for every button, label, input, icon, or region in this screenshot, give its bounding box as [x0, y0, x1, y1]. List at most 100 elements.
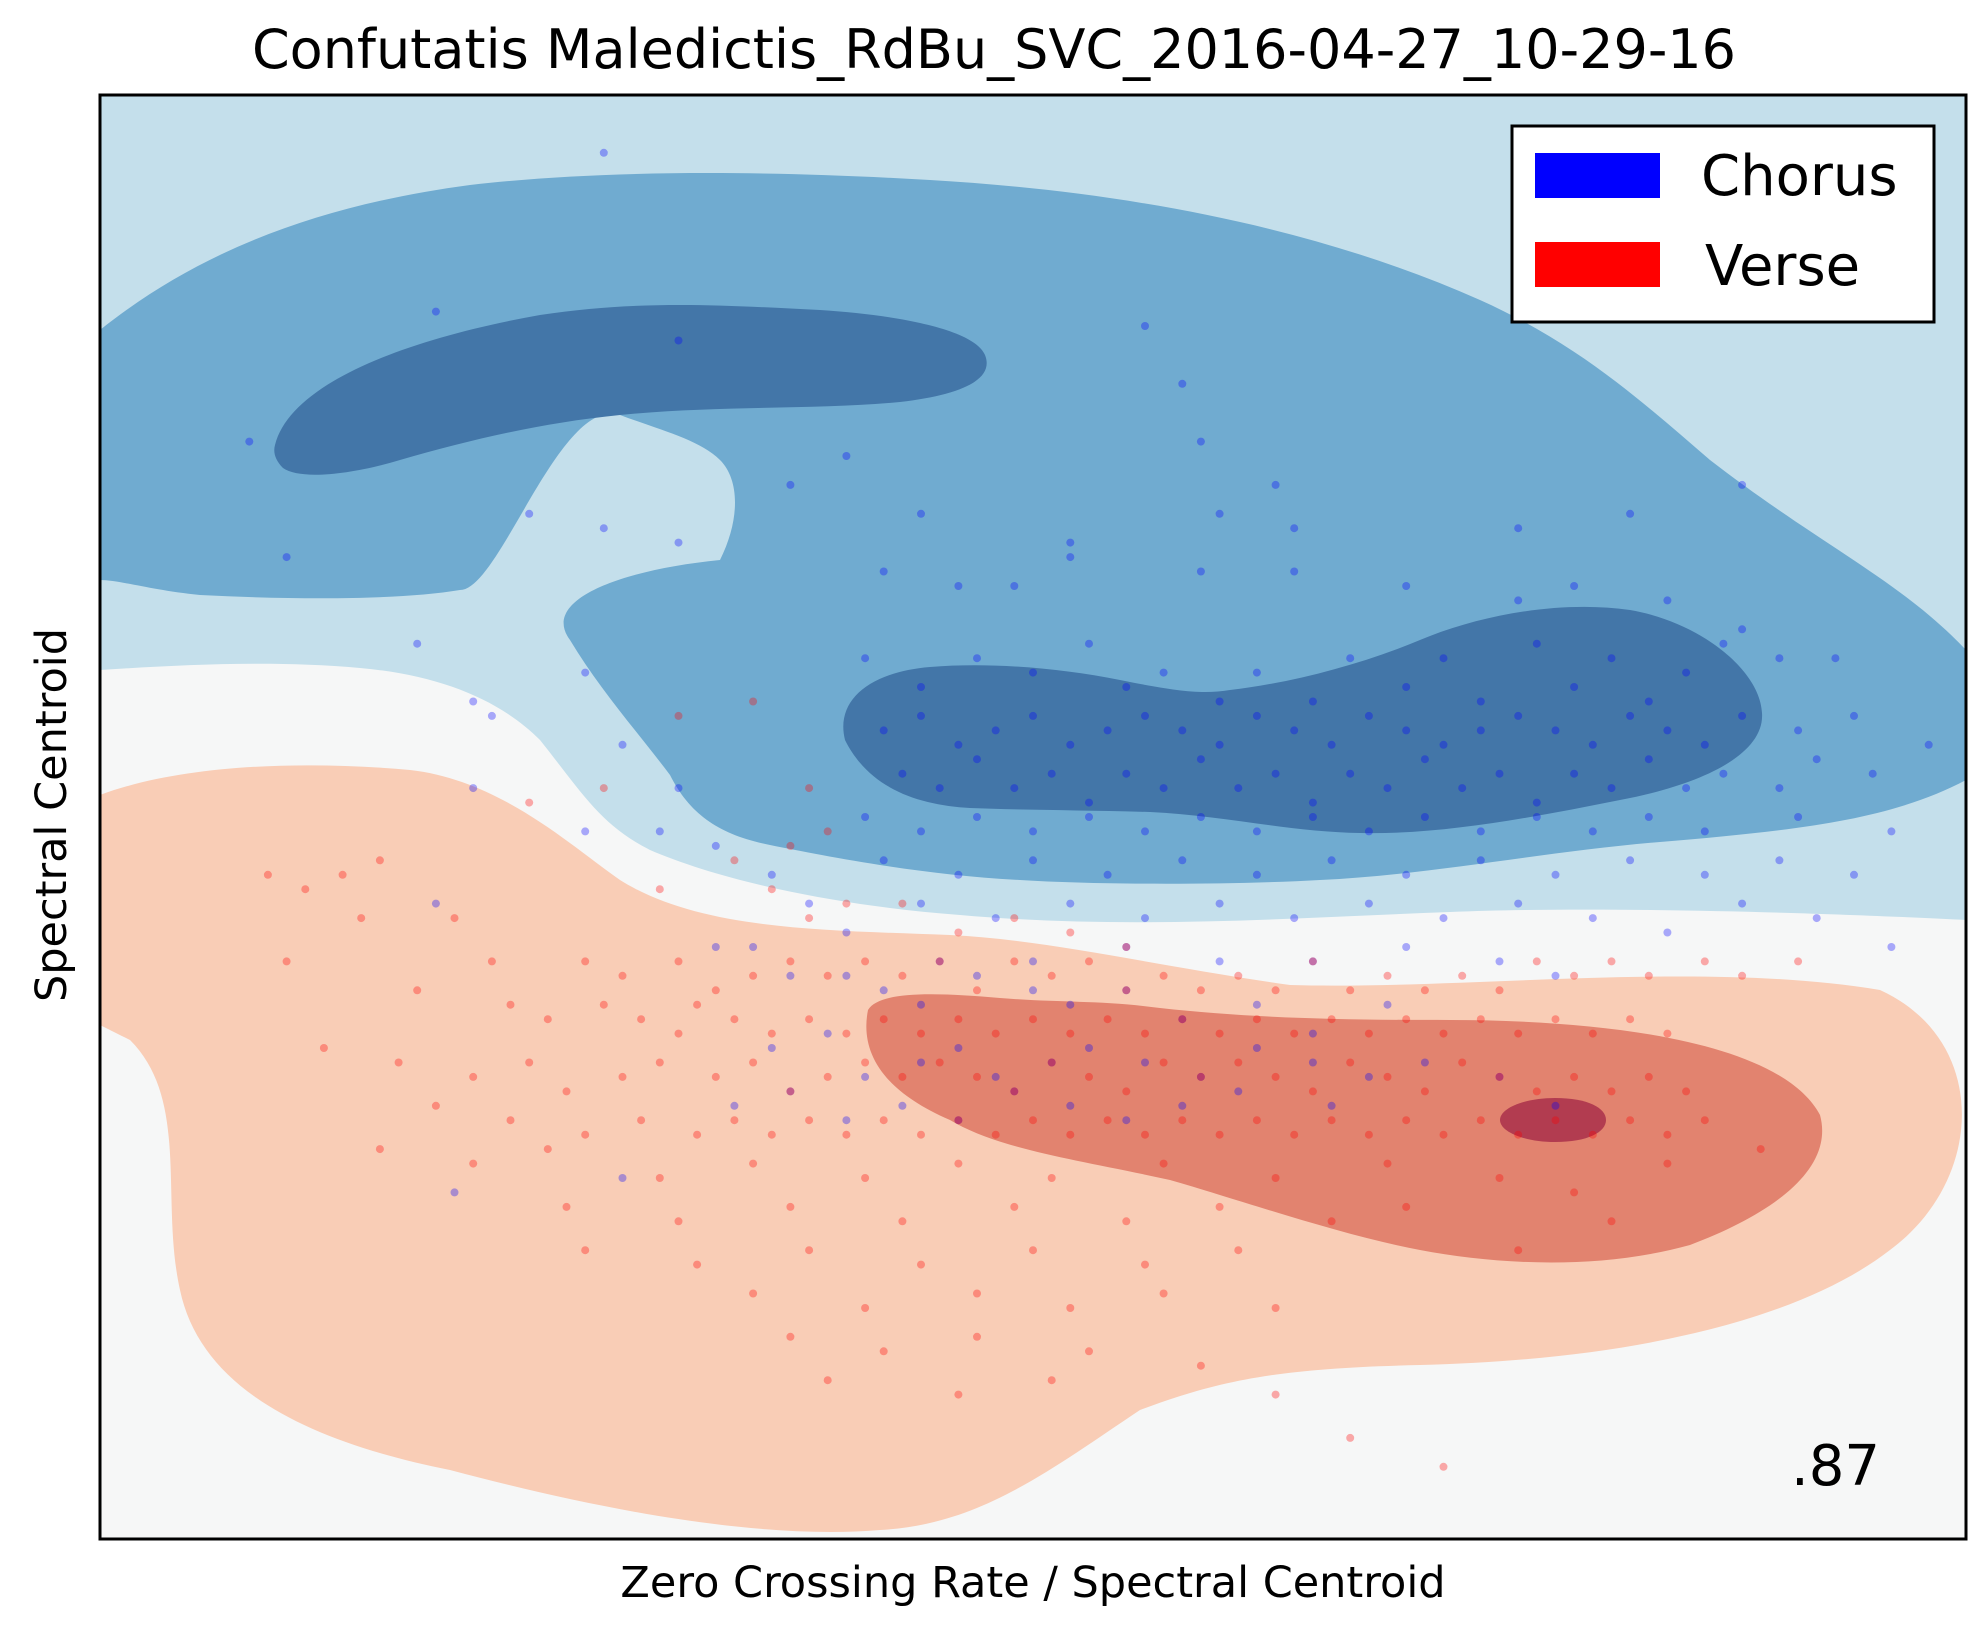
- verse-point: [973, 1289, 981, 1298]
- verse-point: [469, 1072, 478, 1081]
- chorus-point: [1476, 856, 1485, 865]
- chorus-point: [1122, 683, 1131, 691]
- chorus-point: [1738, 480, 1747, 489]
- verse-point: [954, 1015, 963, 1024]
- verse-point: [1141, 1260, 1149, 1269]
- verse-point: [1029, 1246, 1037, 1255]
- verse-point: [1290, 1130, 1299, 1139]
- verse-point: [786, 1202, 795, 1211]
- chorus-point: [599, 148, 608, 157]
- verse-point: [1420, 1087, 1429, 1096]
- verse-point: [599, 1000, 608, 1009]
- chorus-point: [842, 1116, 851, 1125]
- verse-point: [525, 798, 534, 807]
- verse-point: [805, 1246, 814, 1255]
- chorus-point: [1551, 971, 1560, 980]
- chorus-point: [1290, 567, 1299, 576]
- chorus-point: [618, 1174, 627, 1182]
- chorus-point: [1495, 1072, 1504, 1081]
- verse-point: [730, 1116, 739, 1125]
- chorus-point: [861, 1072, 870, 1081]
- verse-point: [581, 957, 590, 966]
- verse-point: [599, 784, 608, 793]
- chorus-point: [861, 654, 870, 663]
- chorus-point: [674, 784, 683, 793]
- chorus-point: [1887, 943, 1896, 951]
- chorus-point: [917, 683, 925, 691]
- chorus-point: [1588, 740, 1597, 749]
- verse-point: [767, 1130, 776, 1139]
- chorus-point: [935, 957, 944, 966]
- verse-point: [693, 1260, 702, 1269]
- verse-point: [581, 1130, 590, 1139]
- chorus-point: [674, 336, 683, 345]
- verse-point: [1420, 986, 1429, 995]
- verse-point: [1383, 1072, 1392, 1081]
- verse-point: [1159, 1289, 1168, 1298]
- chorus-point: [1924, 740, 1933, 749]
- verse-point: [805, 784, 814, 793]
- chorus-point: [1252, 1000, 1261, 1009]
- verse-point: [1682, 1087, 1691, 1096]
- verse-point: [1532, 957, 1541, 966]
- verse-point: [1327, 1015, 1336, 1024]
- chorus-point: [805, 899, 814, 908]
- verse-point: [1514, 1029, 1523, 1038]
- verse-point: [1215, 1029, 1224, 1038]
- chorus-point: [1607, 784, 1616, 793]
- chorus-point: [1626, 856, 1635, 865]
- chorus-point: [1252, 870, 1261, 879]
- verse-point: [954, 1159, 963, 1168]
- verse-point: [1476, 1015, 1485, 1024]
- chorus-point: [711, 943, 720, 951]
- chorus-point: [1159, 668, 1168, 677]
- chorus-point: [1420, 1058, 1429, 1067]
- verse-point: [1588, 1029, 1597, 1038]
- chorus-point: [1066, 553, 1075, 562]
- chorus-point: [1196, 813, 1205, 821]
- verse-point: [1234, 1246, 1243, 1255]
- verse-point: [487, 957, 496, 966]
- chorus-point: [1308, 1029, 1317, 1038]
- chorus-point: [1458, 784, 1467, 793]
- chorus-point: [674, 538, 683, 547]
- chorus-point: [1868, 769, 1877, 778]
- verse-point: [1029, 1116, 1037, 1125]
- verse-point: [1085, 957, 1093, 966]
- legend-swatch-chorus: [1535, 153, 1660, 198]
- chorus-point: [730, 1101, 739, 1110]
- chorus-point: [1122, 986, 1131, 995]
- verse-point: [1290, 1029, 1299, 1038]
- verse-point: [1402, 1015, 1411, 1024]
- chorus-point: [1850, 870, 1858, 879]
- verse-point: [898, 1217, 907, 1226]
- chorus-point: [1812, 914, 1821, 923]
- chorus-point: [973, 971, 981, 980]
- verse-point: [674, 1029, 683, 1038]
- chorus-point: [1252, 711, 1261, 720]
- chorus-point: [1682, 668, 1691, 677]
- verse-point: [711, 1072, 720, 1081]
- chorus-point: [1551, 1101, 1560, 1110]
- verse-point: [1271, 1174, 1280, 1182]
- verse-point: [1122, 1217, 1131, 1226]
- surface-red-core: [1500, 1098, 1606, 1142]
- verse-point: [562, 1202, 571, 1211]
- verse-point: [1551, 1116, 1560, 1125]
- chorus-point: [469, 697, 478, 706]
- verse-point: [823, 1376, 832, 1385]
- chorus-point: [1327, 740, 1336, 749]
- verse-point: [973, 986, 981, 995]
- chorus-point: [1103, 726, 1112, 735]
- verse-point: [1215, 1130, 1224, 1139]
- verse-point: [506, 1116, 515, 1125]
- chorus-point: [1719, 769, 1728, 778]
- chorus-point: [525, 509, 534, 518]
- chorus-point: [786, 480, 795, 489]
- verse-point: [1495, 986, 1504, 995]
- verse-point: [1234, 971, 1243, 980]
- verse-point: [263, 870, 272, 879]
- chorus-point: [1141, 914, 1149, 923]
- chorus-point: [1066, 899, 1075, 908]
- verse-point: [1570, 1188, 1579, 1197]
